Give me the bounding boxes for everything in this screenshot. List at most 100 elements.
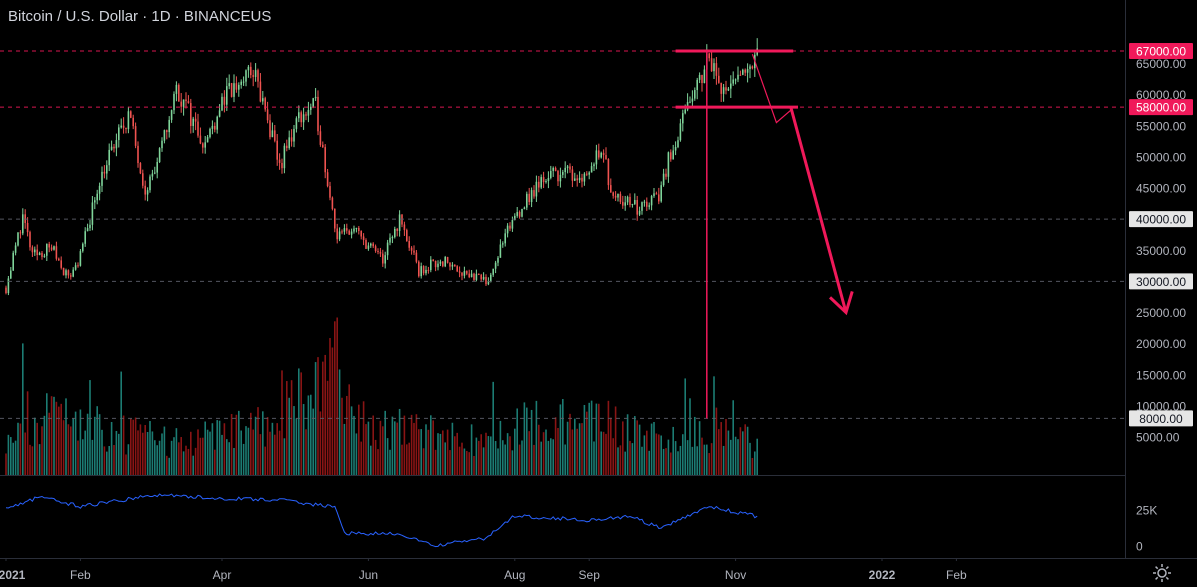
candle-body [307, 109, 310, 116]
volume-bar [456, 432, 458, 475]
candle-body [84, 231, 86, 244]
volume-bar [650, 423, 653, 475]
candle-body [82, 243, 84, 252]
candle-body [614, 195, 617, 198]
volume-bar [686, 440, 689, 475]
candle-body [29, 232, 31, 248]
volume-bar [557, 428, 559, 475]
volume-bar [367, 421, 370, 475]
volume-bar [432, 420, 434, 475]
candle-body [691, 98, 694, 102]
candle-body [286, 145, 288, 149]
volume-bar [194, 447, 197, 475]
candle-body [413, 250, 415, 253]
volume-bar [463, 448, 466, 475]
volume-bar [612, 438, 614, 475]
candle-body [449, 262, 451, 267]
candle-body [590, 166, 593, 173]
candle-body [559, 174, 562, 182]
candle-body [720, 82, 722, 94]
candle-body [605, 155, 607, 160]
drawing-annotations[interactable] [675, 49, 854, 419]
candle-body [742, 69, 744, 75]
volume-bar [398, 408, 401, 475]
pullback-path[interactable] [751, 54, 792, 124]
candle-body [288, 137, 290, 149]
candle-body [626, 196, 629, 203]
candle-body [473, 273, 475, 280]
candle-body [216, 116, 218, 130]
candle-body [187, 101, 190, 104]
candle-body [713, 63, 715, 72]
candle-body [682, 113, 684, 124]
volume-bar [727, 430, 730, 475]
volume-bar [82, 439, 84, 475]
volume-bar [415, 414, 418, 475]
symbol-title: Bitcoin / U.S. Dollar · 1D · BINANCEUS [8, 8, 272, 25]
volume-bar [751, 457, 754, 475]
candle-body [391, 237, 394, 239]
volume-bar [7, 434, 10, 475]
candle-body [679, 123, 682, 141]
candle-body [653, 193, 655, 197]
candle-body [442, 261, 444, 267]
volume-bar [391, 416, 394, 475]
candle-body [593, 164, 595, 167]
candle-body [120, 125, 122, 128]
candle-body [300, 112, 302, 123]
candle-body [578, 177, 581, 181]
candle-body [746, 69, 749, 73]
price-axis-tick-label: 35000.00 [1136, 244, 1186, 258]
candle-body [55, 246, 58, 259]
candle-body [14, 245, 17, 253]
volume-bar [336, 317, 338, 475]
candle-body [715, 63, 718, 76]
volume-bar [228, 442, 230, 475]
volume-bar [454, 436, 456, 475]
time-axis-label: 2022 [869, 568, 896, 582]
candle-body [708, 53, 710, 59]
candle-body [192, 118, 194, 126]
gear-icon[interactable] [1152, 563, 1172, 583]
volume-bar [355, 433, 358, 475]
candle-body [677, 140, 679, 148]
volume-bar [146, 432, 149, 475]
candle-body [526, 193, 528, 208]
volume-bar [132, 419, 134, 475]
candle-body [48, 243, 50, 248]
projection-arrow-shaft[interactable] [789, 106, 848, 313]
candle-body [252, 75, 254, 77]
candle-body [475, 273, 478, 280]
volume-bar [516, 408, 518, 475]
volume-bar [754, 451, 756, 475]
candle-body [545, 181, 547, 183]
time-axis-label: Jun [359, 568, 378, 582]
volume-bar [394, 421, 396, 475]
price-axis-tick-label: 65000.00 [1136, 57, 1186, 71]
candle-body [106, 165, 108, 174]
volume-bar [142, 432, 144, 475]
volume-bar [22, 343, 24, 475]
candle-body [674, 147, 677, 151]
volume-bar [341, 397, 343, 475]
candle-body [266, 109, 269, 121]
candle-body [480, 274, 482, 280]
volume-bar [730, 439, 732, 475]
volume-bar [98, 414, 101, 475]
candle-body [290, 137, 293, 142]
volume-bar [46, 393, 48, 475]
volume-bar [734, 436, 737, 475]
candle-body [540, 177, 542, 188]
volume-bar [595, 403, 598, 475]
volume-bar [365, 424, 367, 475]
candle-body [355, 227, 358, 229]
volume-bar [370, 445, 372, 475]
candle-body [734, 79, 737, 81]
candle-body [134, 126, 137, 146]
projection-arrow-head[interactable] [828, 290, 854, 316]
volume-bar [502, 440, 504, 475]
volume-bar [65, 398, 67, 475]
volume-bar [746, 426, 749, 475]
volume-bar [199, 437, 202, 475]
